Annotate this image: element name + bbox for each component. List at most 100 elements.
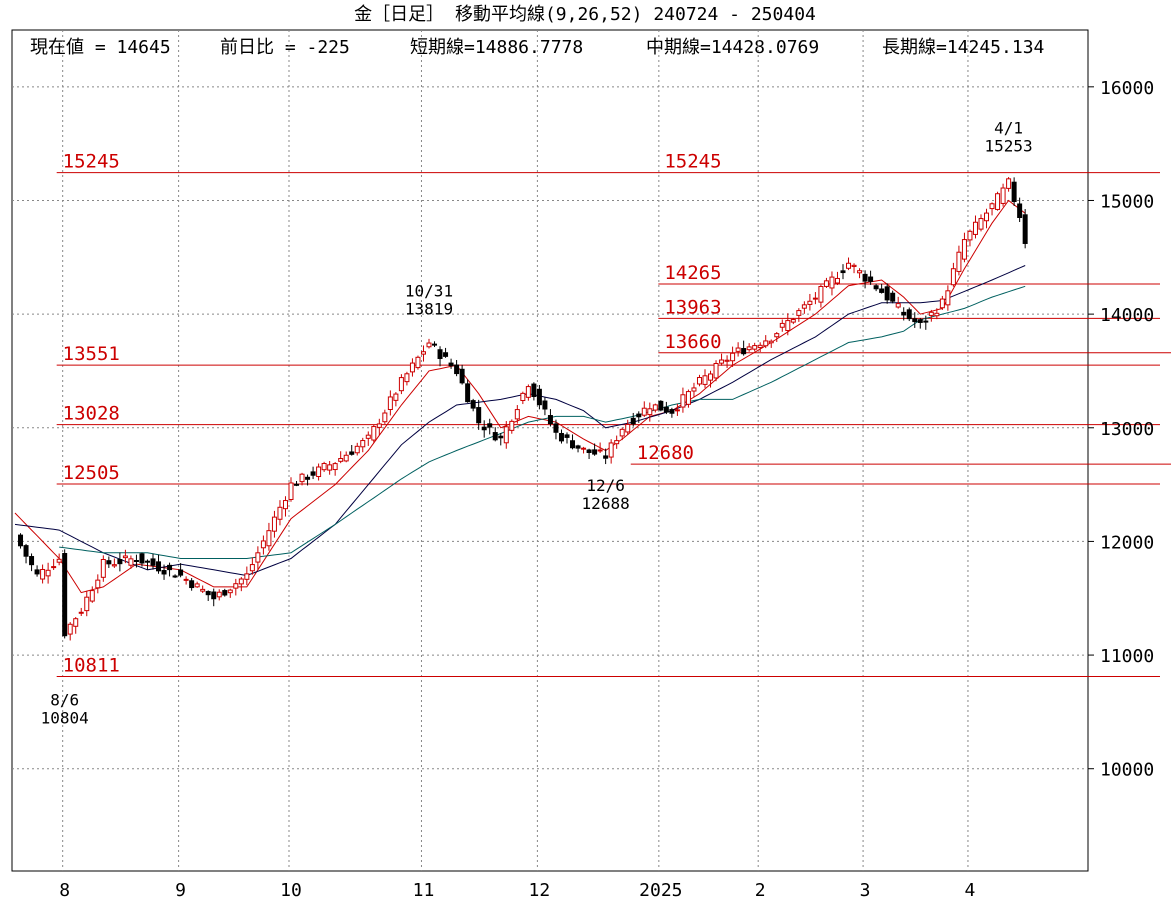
candle-body bbox=[520, 392, 526, 402]
candle-body bbox=[78, 611, 84, 614]
y-axis: 10000 11000 12000 13000 14000 15000 16000 bbox=[1088, 78, 1154, 781]
candle-body bbox=[603, 455, 609, 459]
candle-body bbox=[592, 449, 598, 455]
short-ma-value: 短期線=14886.7778 bbox=[410, 37, 583, 58]
candle-body bbox=[95, 579, 101, 589]
support-resistance-levels: 15245 15245 14265 13963 13660 13551 13028 12680… bbox=[56, 151, 1171, 678]
candle-body bbox=[40, 568, 46, 580]
candle-body bbox=[730, 352, 736, 362]
candle-body bbox=[443, 352, 449, 357]
y-tick-label: 15000 bbox=[1100, 191, 1154, 212]
candle-body bbox=[724, 359, 730, 362]
candle-body bbox=[459, 368, 465, 384]
candle-body bbox=[100, 558, 106, 578]
candle-body bbox=[647, 408, 653, 416]
candle-body bbox=[906, 309, 912, 320]
y-tick-label: 10000 bbox=[1100, 760, 1154, 781]
candle-body bbox=[167, 564, 173, 571]
current-value: 現在値 = 14645 bbox=[30, 37, 171, 58]
candle-body bbox=[156, 561, 162, 572]
candle-body bbox=[752, 345, 758, 350]
candle-body bbox=[398, 377, 404, 392]
candle-body bbox=[150, 558, 156, 566]
candle-body bbox=[34, 569, 40, 575]
candle-body bbox=[266, 530, 272, 547]
candle-body bbox=[1000, 187, 1006, 204]
candle-body bbox=[840, 270, 846, 274]
candle-body bbox=[669, 409, 675, 414]
candle-body bbox=[961, 239, 967, 260]
candle-body bbox=[476, 407, 482, 424]
candle-body bbox=[271, 516, 277, 532]
candle-body bbox=[382, 412, 388, 423]
candle-body bbox=[928, 311, 934, 316]
mid-ma-line bbox=[14, 265, 1026, 577]
candle-body bbox=[106, 560, 112, 565]
candle-body bbox=[581, 447, 587, 450]
plot-frame bbox=[11, 29, 1089, 872]
candle-body bbox=[912, 318, 918, 323]
annotation-value: 13819 bbox=[405, 300, 453, 319]
candle-body bbox=[857, 270, 863, 274]
candle-body bbox=[989, 203, 995, 210]
candle-body bbox=[972, 221, 978, 235]
candle-body bbox=[343, 454, 349, 462]
level-label: 13660 bbox=[664, 331, 721, 353]
candle-body bbox=[741, 348, 747, 355]
candle-body bbox=[244, 573, 250, 580]
candle-body bbox=[481, 426, 487, 431]
candle-body bbox=[619, 428, 625, 437]
candle-body bbox=[409, 362, 415, 373]
annotation-date: 12/6 bbox=[586, 476, 625, 495]
candle-body bbox=[420, 351, 426, 355]
x-tick-label: 2 bbox=[755, 880, 766, 901]
candle-body bbox=[288, 482, 294, 500]
annotation-date: 10/31 bbox=[405, 282, 453, 301]
candle-body bbox=[238, 578, 244, 585]
candle-body bbox=[67, 623, 73, 635]
candle-body bbox=[89, 590, 95, 602]
candle-body bbox=[834, 277, 840, 284]
candle-body bbox=[144, 560, 150, 563]
candle-body bbox=[790, 319, 796, 323]
candle-body bbox=[674, 409, 680, 412]
candle-body bbox=[448, 362, 454, 367]
level-label: 13028 bbox=[63, 403, 120, 425]
candle-body bbox=[950, 268, 956, 286]
candle-body bbox=[73, 618, 79, 627]
candle-body bbox=[1006, 178, 1012, 189]
candle-body bbox=[608, 442, 614, 458]
level-label: 15245 bbox=[664, 151, 721, 173]
level-label: 13963 bbox=[664, 296, 721, 318]
candle-body bbox=[708, 373, 714, 381]
candle-body bbox=[531, 383, 537, 398]
x-tick-label: 11 bbox=[413, 880, 435, 901]
candle-body bbox=[558, 432, 564, 442]
candle-body bbox=[917, 319, 923, 323]
candle-body bbox=[487, 423, 493, 428]
candle-body bbox=[846, 262, 852, 269]
candle-body bbox=[205, 591, 211, 596]
candle-body bbox=[984, 212, 990, 222]
candle-body bbox=[178, 569, 184, 576]
candle-body bbox=[570, 440, 576, 449]
candle-body bbox=[260, 540, 266, 549]
candle-body bbox=[454, 364, 460, 375]
candle-body bbox=[349, 451, 355, 455]
candle-body bbox=[680, 394, 686, 408]
candle-body bbox=[255, 552, 261, 563]
candle-body bbox=[1017, 203, 1023, 219]
candle-body bbox=[498, 435, 504, 439]
candle-body bbox=[387, 396, 393, 411]
grid bbox=[12, 30, 1088, 871]
candle-body bbox=[829, 276, 835, 289]
candle-body bbox=[117, 559, 123, 565]
candle-body bbox=[735, 347, 741, 352]
candle-body bbox=[360, 440, 366, 448]
candle-body bbox=[128, 558, 134, 566]
candle-body bbox=[415, 356, 421, 369]
candle-body bbox=[56, 558, 62, 563]
candle-body bbox=[316, 466, 322, 478]
candle-body bbox=[84, 596, 90, 612]
